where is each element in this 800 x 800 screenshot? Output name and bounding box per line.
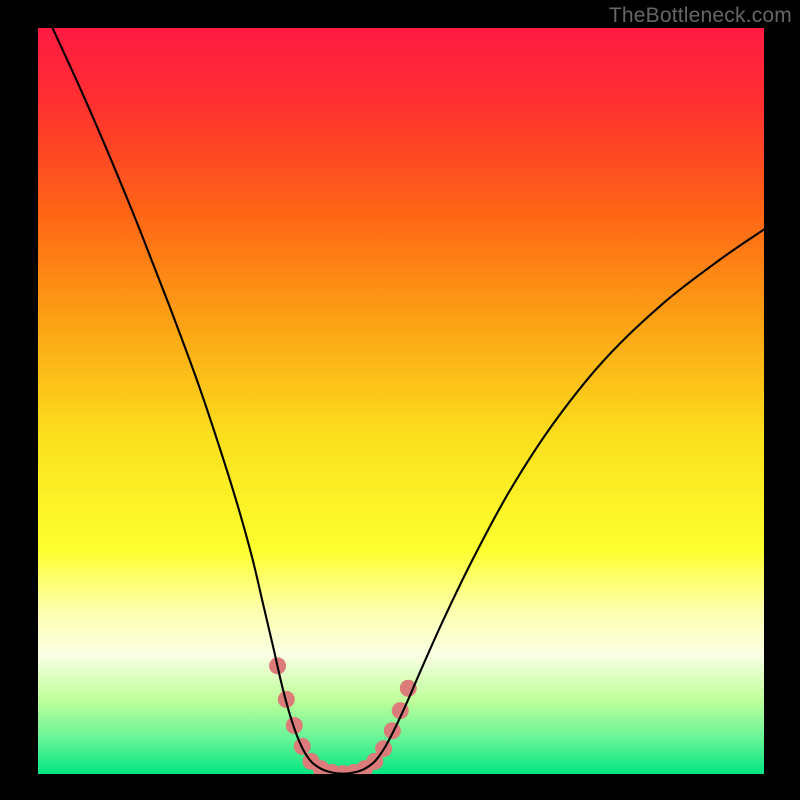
chart-frame: TheBottleneck.com bbox=[0, 0, 800, 800]
bottleneck-curve-plot bbox=[38, 28, 764, 774]
watermark-text: TheBottleneck.com bbox=[609, 4, 792, 28]
